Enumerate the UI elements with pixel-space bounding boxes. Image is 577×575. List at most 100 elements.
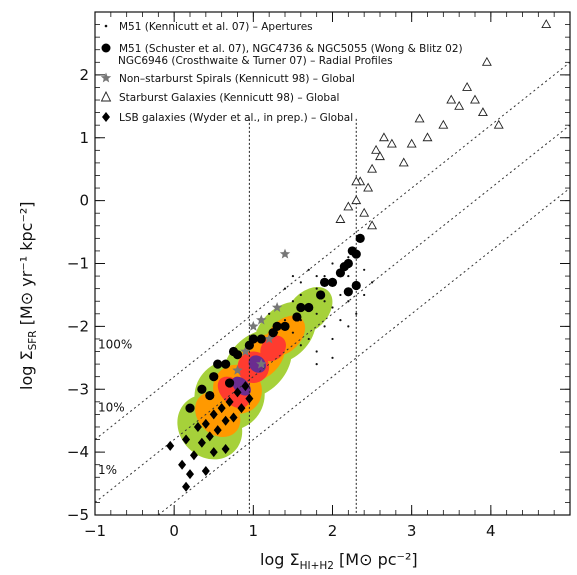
point-triangle <box>477 107 488 117</box>
point-dot <box>315 350 318 353</box>
legend-label: NGC6946 (Crosthwaite & Turner 07) – Radi… <box>118 55 393 67</box>
point-star <box>232 364 243 375</box>
point-circle <box>224 378 235 388</box>
point-diamond <box>201 418 210 429</box>
point-diamond <box>205 431 214 442</box>
point-diamond <box>229 412 238 423</box>
point-circle <box>319 277 330 287</box>
point-diamond <box>245 393 254 404</box>
point-triangle <box>351 195 362 205</box>
y-tick-label: −2 <box>67 317 89 335</box>
x-tick-label: 4 <box>486 522 496 540</box>
point-circle <box>339 262 349 272</box>
point-dot <box>347 300 350 303</box>
x-tick-label: 2 <box>328 522 338 540</box>
efficiency-label: 1% <box>98 463 117 477</box>
point-circle <box>248 334 258 344</box>
point-dot <box>363 268 366 271</box>
point-star <box>240 346 251 356</box>
point-star <box>248 320 259 331</box>
efficiency-labels: 100% 10% 1% <box>98 337 132 477</box>
point-diamond <box>209 447 218 458</box>
point-circle <box>272 321 282 331</box>
efficiency-label: 100% <box>98 337 132 351</box>
reference-lines <box>94 61 571 516</box>
point-dot <box>307 337 310 341</box>
point-diamond <box>209 409 218 420</box>
point-diamond <box>201 465 210 476</box>
point-triangle <box>438 119 449 129</box>
point-diamond <box>221 443 230 454</box>
legend-item: Non–starburst Spirals (Kennicutt 98) – G… <box>100 72 355 85</box>
y-tick-label: −1 <box>67 255 89 273</box>
point-star <box>263 333 275 344</box>
legend-dot-marker <box>104 24 108 28</box>
point-dot <box>315 274 318 278</box>
point-circle <box>213 359 223 369</box>
y-tick-label: 0 <box>79 192 89 210</box>
legend-label: Starburst Galaxies (Kennicutt 98) – Glob… <box>119 92 339 104</box>
axis-ticks: −1 0 1 2 3 4 −5 −4 −3 −2 −1 0 1 2 <box>67 12 570 540</box>
point-circle <box>292 312 302 322</box>
legend-label: M51 (Schuster et al. 07), NGC4736 & NGC5… <box>119 43 463 55</box>
x-tick-label: 0 <box>169 522 179 540</box>
point-diamond <box>186 469 194 480</box>
point-dot <box>291 300 295 303</box>
point-diamond <box>213 425 222 436</box>
legend-label: LSB galaxies (Wyder et al., in prep.) – … <box>119 112 353 124</box>
point-dot <box>347 325 350 328</box>
point-triangle <box>454 100 465 110</box>
y-tick-label: −3 <box>67 380 89 398</box>
point-circle <box>355 233 365 243</box>
point-dot <box>323 325 326 328</box>
point-star <box>256 314 267 325</box>
point-dot <box>331 337 334 341</box>
point-diamond <box>237 403 246 414</box>
point-diamond <box>217 403 226 414</box>
y-axis-label: log ΣSFR [M⊙ yr⁻¹ kpc⁻²] <box>17 201 39 390</box>
x-tick-label: 1 <box>249 522 259 540</box>
legend-item: Starburst Galaxies (Kennicutt 98) – Glob… <box>100 90 339 104</box>
y-tick-label: 2 <box>79 66 89 84</box>
point-dot <box>291 331 295 334</box>
point-circle <box>351 280 361 291</box>
point-dot <box>370 281 374 284</box>
point-triangle <box>343 201 354 211</box>
point-circle <box>296 302 306 313</box>
point-dot <box>283 287 287 290</box>
y-tick-label: 1 <box>79 129 89 147</box>
point-star <box>256 358 267 369</box>
point-circle <box>304 302 314 313</box>
point-circle <box>343 287 353 297</box>
point-dot <box>363 293 366 297</box>
point-diamond <box>178 459 187 470</box>
point-dot <box>347 274 350 278</box>
legend: M51 (Kennicutt et al. 07) – Apertures M51… <box>100 21 463 124</box>
point-circle <box>256 334 266 344</box>
point-dot <box>331 356 334 359</box>
point-triangle <box>378 132 389 142</box>
point-dot <box>315 287 318 290</box>
efficiency-label: 10% <box>98 400 125 414</box>
legend-diamond-marker <box>102 112 110 122</box>
point-triangle <box>335 214 346 223</box>
point-diamond <box>166 440 175 451</box>
point-diamond <box>182 434 191 445</box>
point-triangle <box>367 220 378 230</box>
x-axis-label: log ΣHI+H2 [M⊙ pc⁻²] <box>260 550 418 572</box>
point-triangle <box>481 56 492 66</box>
data-points <box>166 19 552 492</box>
point-dot <box>323 274 326 278</box>
point-dot <box>315 312 318 315</box>
point-dot <box>347 256 350 259</box>
point-dot <box>339 293 342 297</box>
point-dot <box>355 312 358 315</box>
point-dot <box>299 293 302 297</box>
point-dot <box>339 318 342 322</box>
point-triangle <box>359 207 370 217</box>
point-circle <box>205 390 215 401</box>
legend-circle-marker <box>101 43 111 53</box>
point-circle <box>185 403 195 413</box>
legend-label: M51 (Kennicutt et al. 07) – Apertures <box>119 21 313 33</box>
